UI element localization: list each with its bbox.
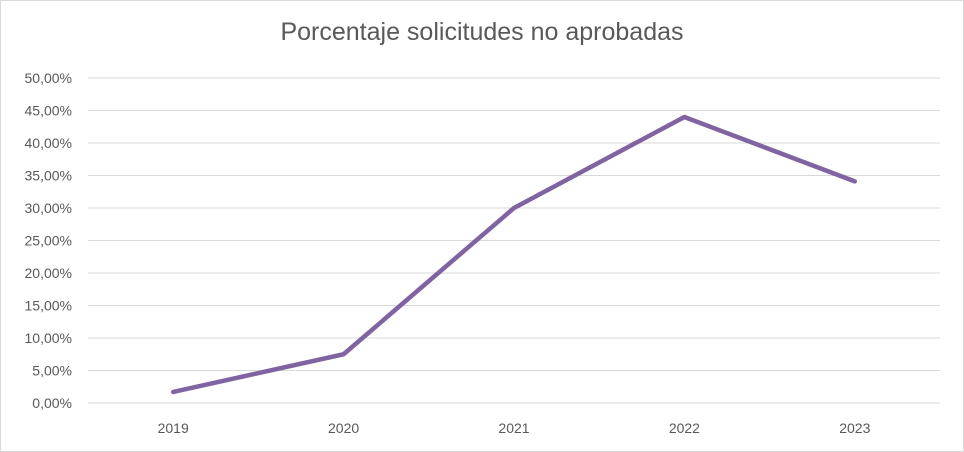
series-layer bbox=[170, 114, 858, 395]
chart-title: Porcentaje solicitudes no aprobadas bbox=[280, 18, 684, 46]
y-tick-label: 10,00% bbox=[25, 330, 72, 346]
x-tick-label: 2021 bbox=[498, 420, 529, 436]
y-tick-label: 15,00% bbox=[25, 298, 72, 314]
y-tick-label: 30,00% bbox=[25, 200, 72, 216]
x-tick-label: 2022 bbox=[669, 420, 700, 436]
y-tick-label: 0,00% bbox=[32, 395, 72, 411]
x-tick-label: 2020 bbox=[328, 420, 359, 436]
y-tick-label: 50,00% bbox=[25, 70, 72, 86]
y-tick-label: 20,00% bbox=[25, 265, 72, 281]
y-axis-tick-labels: 0,00% 5,00% 10,00% 15,00% 20,00% 25,00% 30,00%… bbox=[25, 70, 72, 411]
y-tick-label: 25,00% bbox=[25, 233, 72, 249]
x-axis-tick-labels: 2019 2020 2021 2022 2023 bbox=[158, 420, 871, 436]
y-tick-label: 35,00% bbox=[25, 168, 72, 184]
y-tick-label: 5,00% bbox=[32, 363, 72, 379]
series-line bbox=[170, 114, 858, 395]
x-tick-label: 2019 bbox=[158, 420, 189, 436]
y-tick-label: 40,00% bbox=[25, 135, 72, 151]
gridlines bbox=[88, 77, 940, 404]
x-tick-label: 2023 bbox=[839, 420, 870, 436]
y-tick-label: 45,00% bbox=[25, 103, 72, 119]
